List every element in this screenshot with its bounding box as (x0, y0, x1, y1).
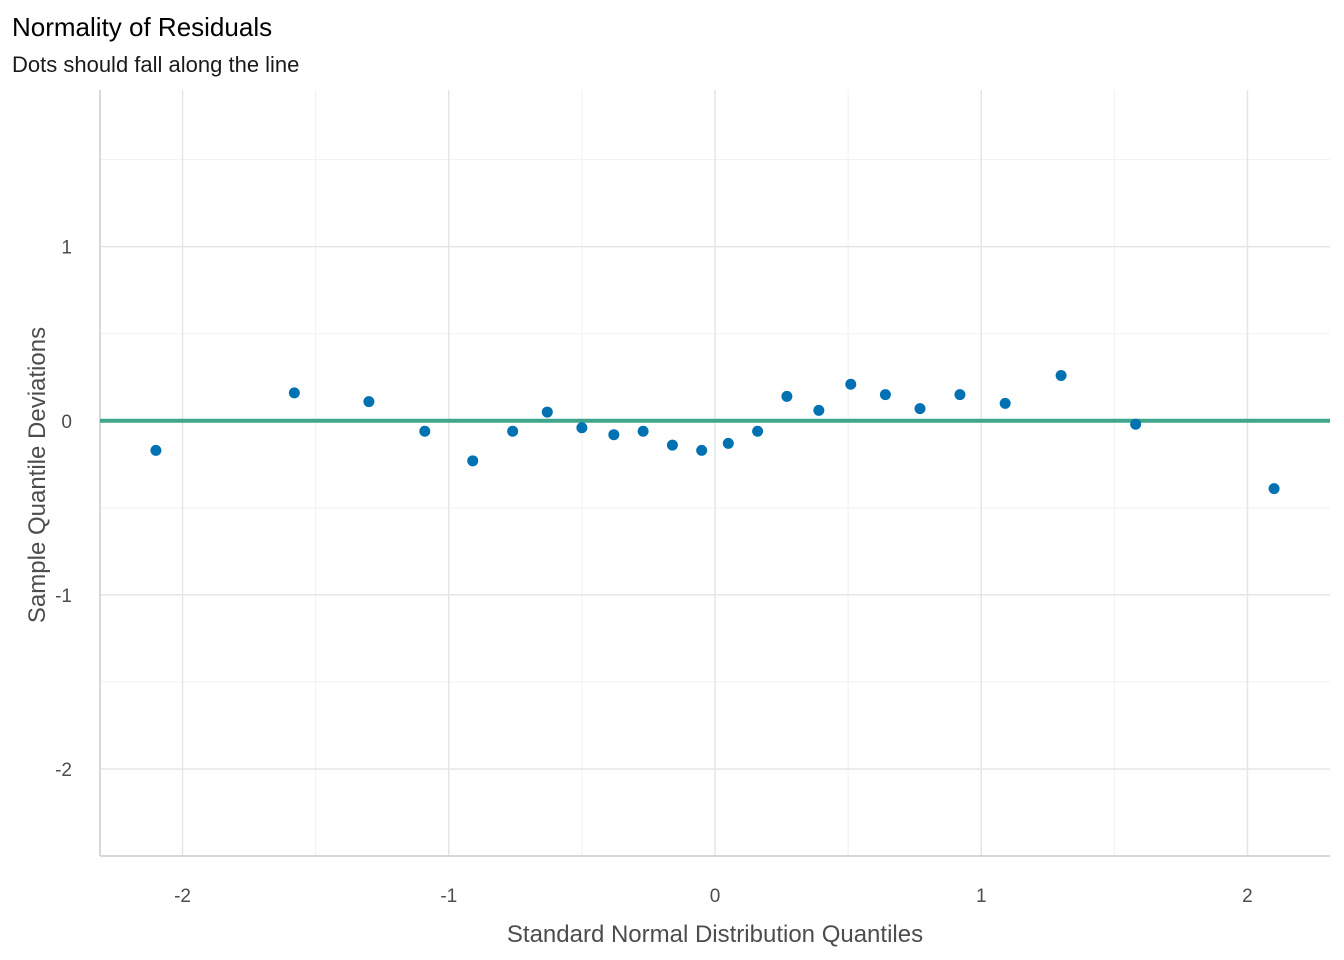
data-point (781, 390, 793, 402)
y-tick-label: -1 (55, 586, 72, 607)
data-point (722, 437, 734, 449)
x-tick-label: 2 (1242, 886, 1253, 907)
data-point (813, 404, 825, 416)
chart-title: Normality of Residuals (12, 12, 272, 42)
x-tick-label: -1 (440, 886, 457, 907)
data-point (999, 397, 1011, 409)
x-axis-label: Standard Normal Distribution Quantiles (507, 921, 923, 948)
data-point (752, 425, 764, 437)
data-point (845, 378, 857, 390)
x-tick-label: 1 (976, 886, 987, 907)
data-point (608, 429, 620, 441)
data-point (637, 425, 649, 437)
data-point (288, 387, 300, 399)
data-point (576, 422, 588, 434)
y-tick-label: 1 (61, 238, 72, 259)
data-point (507, 425, 519, 437)
tick-labels: -2 -1 0 1 2 -2 -1 0 1 (55, 238, 1253, 907)
y-tick-label: 0 (61, 412, 72, 433)
chart-subtitle: Dots should fall along the line (12, 52, 299, 77)
y-tick-label: -2 (55, 760, 72, 781)
axes (99, 90, 1330, 857)
data-point (541, 406, 553, 418)
data-point (914, 403, 926, 415)
data-point (1055, 370, 1067, 382)
data-point (696, 444, 708, 456)
data-point (467, 455, 479, 467)
y-axis-label: Sample Quantile Deviations (24, 327, 51, 623)
grid-lines (100, 90, 1330, 856)
x-tick-label: 0 (710, 886, 721, 907)
x-tick-label: -2 (174, 886, 191, 907)
data-point (1268, 483, 1280, 495)
data-point (419, 425, 431, 437)
data-point (1130, 418, 1142, 430)
data-point (150, 444, 162, 456)
data-point (954, 389, 966, 401)
data-point (666, 439, 678, 451)
data-point (363, 396, 375, 408)
data-point (879, 389, 891, 401)
data-points (150, 370, 1280, 495)
